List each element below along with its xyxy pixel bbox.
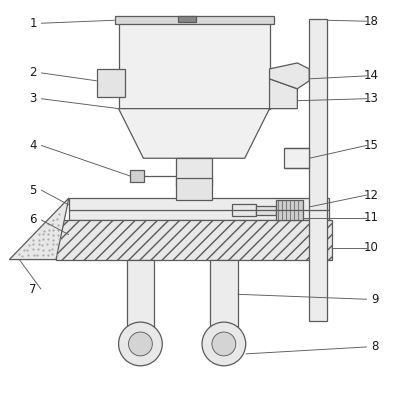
Text: 1: 1 bbox=[29, 17, 36, 30]
Text: 9: 9 bbox=[371, 293, 378, 306]
Text: 11: 11 bbox=[363, 211, 378, 224]
Bar bbox=[114, 16, 273, 24]
Bar bbox=[118, 19, 269, 108]
Bar bbox=[182, 184, 205, 200]
Text: 4: 4 bbox=[29, 139, 36, 152]
Polygon shape bbox=[118, 108, 269, 158]
Text: 12: 12 bbox=[363, 189, 378, 202]
Text: 14: 14 bbox=[363, 69, 378, 83]
Bar bbox=[309, 19, 326, 321]
Bar bbox=[176, 158, 211, 186]
Bar bbox=[176, 178, 211, 200]
Circle shape bbox=[118, 322, 162, 366]
Text: 3: 3 bbox=[29, 92, 36, 105]
Polygon shape bbox=[9, 198, 69, 259]
Circle shape bbox=[202, 322, 245, 366]
Bar bbox=[126, 327, 154, 339]
Text: 8: 8 bbox=[371, 340, 378, 353]
Bar bbox=[231, 204, 255, 216]
Text: 5: 5 bbox=[29, 184, 36, 196]
Bar bbox=[126, 259, 154, 327]
Bar bbox=[209, 259, 237, 327]
Bar bbox=[209, 327, 237, 339]
Bar bbox=[284, 148, 309, 168]
Polygon shape bbox=[269, 79, 296, 108]
Bar bbox=[56, 220, 331, 259]
Text: 13: 13 bbox=[363, 92, 378, 105]
Bar bbox=[178, 16, 196, 22]
Bar bbox=[130, 170, 144, 182]
Circle shape bbox=[128, 332, 152, 356]
Text: 18: 18 bbox=[363, 15, 378, 28]
Bar bbox=[255, 206, 275, 215]
Text: 15: 15 bbox=[363, 139, 378, 152]
Polygon shape bbox=[269, 63, 309, 89]
Bar bbox=[96, 69, 124, 97]
Text: 6: 6 bbox=[29, 213, 36, 226]
Text: 7: 7 bbox=[29, 283, 36, 296]
Bar bbox=[69, 198, 328, 220]
Bar bbox=[275, 200, 303, 220]
Circle shape bbox=[211, 332, 235, 356]
Text: 10: 10 bbox=[363, 241, 378, 254]
Text: 2: 2 bbox=[29, 66, 36, 79]
